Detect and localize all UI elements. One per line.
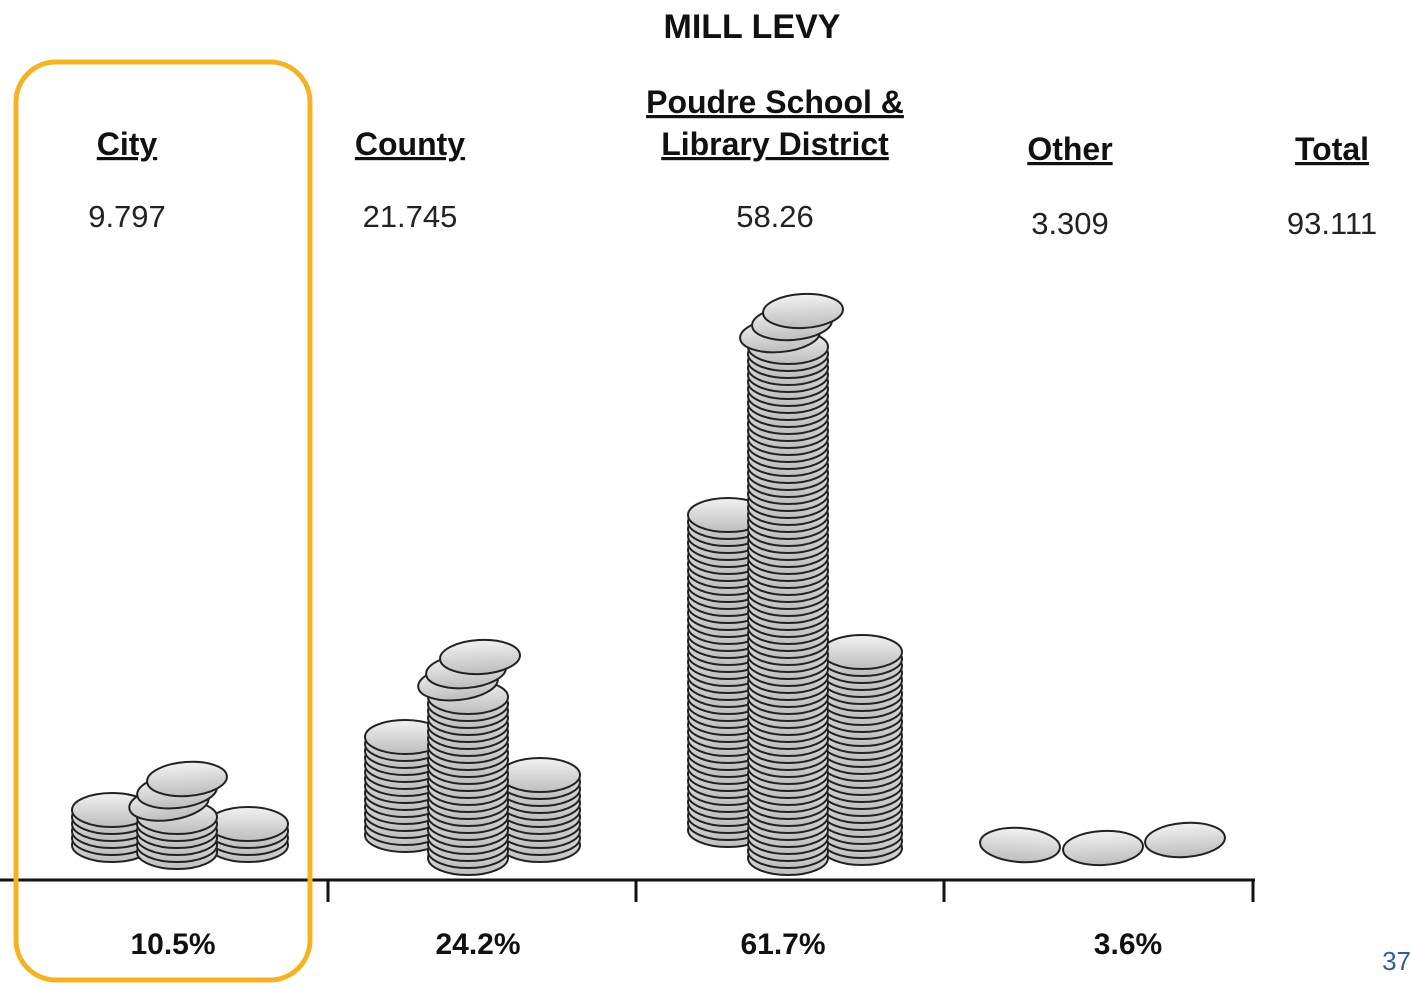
coin bbox=[762, 292, 844, 330]
coin bbox=[499, 757, 581, 793]
columns: City 9.797 10.5% County 21.745 24.2% Poudre Sc… bbox=[88, 84, 1377, 961]
axis bbox=[0, 878, 1255, 902]
column-heading: County bbox=[355, 126, 465, 162]
coin bbox=[821, 634, 903, 670]
coin bbox=[146, 760, 228, 798]
levy-value: 58.26 bbox=[736, 199, 814, 234]
column-heading: Library District bbox=[661, 126, 889, 162]
levy-value: 93.111 bbox=[1287, 206, 1377, 241]
levy-value: 9.797 bbox=[88, 199, 166, 234]
coin bbox=[439, 638, 521, 676]
highlight-box bbox=[13, 59, 313, 983]
coin bbox=[1144, 821, 1226, 859]
coin-stacks bbox=[71, 292, 1226, 876]
column-heading: Other bbox=[1027, 131, 1112, 167]
share-label: 24.2% bbox=[435, 928, 520, 961]
coin bbox=[207, 806, 289, 842]
page-number: 37 bbox=[1382, 946, 1411, 976]
title: MILL LEVY bbox=[664, 8, 841, 46]
coin bbox=[1062, 829, 1144, 867]
column-heading: City bbox=[97, 126, 158, 162]
share-label: 61.7% bbox=[740, 928, 825, 961]
levy-value: 3.309 bbox=[1031, 206, 1109, 241]
share-label: 10.5% bbox=[130, 928, 215, 961]
column-heading: Poudre School & bbox=[646, 84, 904, 120]
column-heading: Total bbox=[1295, 131, 1369, 167]
share-label: 3.6% bbox=[1094, 928, 1162, 961]
coin bbox=[979, 826, 1061, 864]
levy-value: 21.745 bbox=[363, 199, 458, 234]
